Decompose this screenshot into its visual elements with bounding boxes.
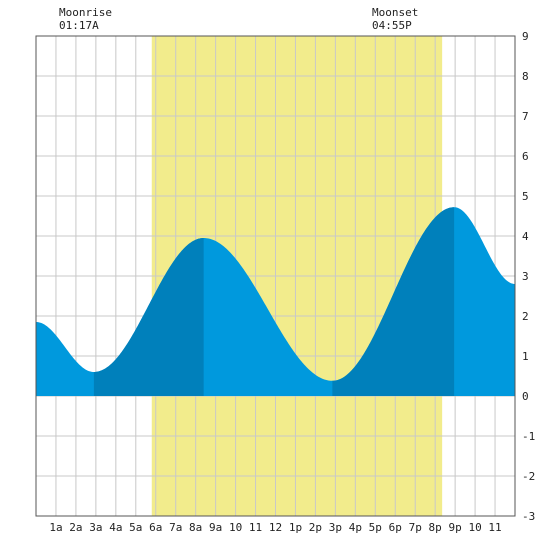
y-tick-label: 3	[522, 270, 529, 283]
x-tick-label: 7p	[409, 521, 422, 534]
y-tick-labels: -3 -2 -1 0 1 2 3 4 5 6 7 8 9	[522, 30, 535, 523]
moonset-label: Moonset	[372, 6, 418, 19]
x-tick-labels: 1a 2a 3a 4a 5a 6a 7a 8a 9a 10 11 12 1p 2p 3p 4p 5p 6p 7p 8p…	[49, 521, 501, 534]
x-tick-label: 12	[269, 521, 282, 534]
x-tick-label: 9p	[449, 521, 462, 534]
tide-area-rising	[332, 207, 455, 396]
x-tick-label: 10	[229, 521, 242, 534]
y-tick-label: 9	[522, 30, 529, 43]
x-tick-label: 2a	[69, 521, 82, 534]
x-tick-label: 3p	[329, 521, 342, 534]
x-tick-label: 4a	[109, 521, 122, 534]
x-tick-label: 2p	[309, 521, 322, 534]
x-tick-label: 10	[468, 521, 481, 534]
y-tick-label: 8	[522, 70, 529, 83]
x-tick-label: 11	[249, 521, 262, 534]
y-tick-label: 2	[522, 310, 529, 323]
x-tick-label: 6a	[149, 521, 162, 534]
x-tick-label: 7a	[169, 521, 182, 534]
moonset-time: 04:55P	[372, 19, 412, 32]
x-tick-label: 1p	[289, 521, 302, 534]
x-tick-label: 6p	[389, 521, 402, 534]
y-tick-label: 5	[522, 190, 529, 203]
x-tick-label: 4p	[349, 521, 362, 534]
x-tick-label: 3a	[89, 521, 102, 534]
x-tick-label: 9a	[209, 521, 222, 534]
y-tick-label: -3	[522, 510, 535, 523]
tide-area-layer	[36, 207, 515, 396]
moonrise-label: Moonrise	[59, 6, 112, 19]
y-tick-label: 7	[522, 110, 529, 123]
y-tick-label: 4	[522, 230, 529, 243]
x-tick-label: 8p	[429, 521, 442, 534]
y-tick-label: 0	[522, 390, 529, 403]
plot-frame	[35, 35, 516, 517]
x-tick-label: 5p	[369, 521, 382, 534]
y-tick-label: 1	[522, 350, 529, 363]
tide-area-rising	[93, 238, 204, 396]
x-tick-label: 5a	[129, 521, 142, 534]
x-tick-label: 11	[488, 521, 501, 534]
y-tick-label: -2	[522, 470, 535, 483]
moonrise-time: 01:17A	[59, 19, 99, 32]
x-tick-label: 8a	[189, 521, 202, 534]
x-tick-label: 1a	[49, 521, 62, 534]
y-tick-label: -1	[522, 430, 535, 443]
y-tick-label: 6	[522, 150, 529, 163]
